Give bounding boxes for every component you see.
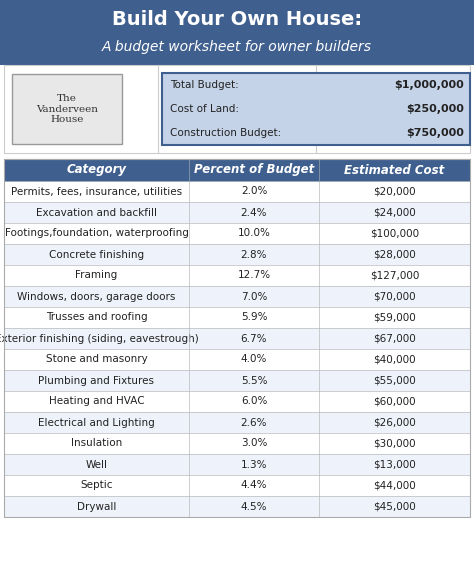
Bar <box>4 307 470 328</box>
Bar <box>12 74 122 144</box>
Text: Plumbing and Fixtures: Plumbing and Fixtures <box>38 376 155 385</box>
Text: Build Your Own House:: Build Your Own House: <box>112 10 362 29</box>
Bar <box>4 159 470 517</box>
Bar <box>4 370 470 391</box>
Text: 5.9%: 5.9% <box>241 312 267 323</box>
Text: $28,000: $28,000 <box>373 250 416 259</box>
Text: $70,000: $70,000 <box>373 292 416 302</box>
Text: Windows, doors, garage doors: Windows, doors, garage doors <box>18 292 176 302</box>
Text: $13,000: $13,000 <box>373 459 416 470</box>
Text: Septic: Septic <box>80 480 113 490</box>
Text: Drywall: Drywall <box>77 502 116 511</box>
Text: Trusses and roofing: Trusses and roofing <box>46 312 147 323</box>
Text: Percent of Budget: Percent of Budget <box>194 163 314 176</box>
Bar <box>4 223 470 244</box>
Text: Estimated Cost: Estimated Cost <box>345 163 445 176</box>
Text: 10.0%: 10.0% <box>237 228 271 238</box>
Text: 6.0%: 6.0% <box>241 397 267 406</box>
Text: 1.3%: 1.3% <box>241 459 267 470</box>
Bar <box>4 286 470 307</box>
Text: 12.7%: 12.7% <box>237 271 271 280</box>
Text: $67,000: $67,000 <box>373 333 416 344</box>
Bar <box>162 73 470 145</box>
Text: $44,000: $44,000 <box>373 480 416 490</box>
Bar <box>4 159 470 181</box>
Bar <box>4 391 470 412</box>
Text: $55,000: $55,000 <box>373 376 416 385</box>
Text: Framing: Framing <box>75 271 118 280</box>
Text: 2.8%: 2.8% <box>241 250 267 259</box>
Bar <box>4 202 470 223</box>
Text: Excavation and backfill: Excavation and backfill <box>36 207 157 218</box>
Text: Category: Category <box>66 163 127 176</box>
Bar <box>4 65 470 153</box>
Text: $59,000: $59,000 <box>373 312 416 323</box>
Text: Electrical and Lighting: Electrical and Lighting <box>38 418 155 428</box>
Text: Well: Well <box>85 459 108 470</box>
Text: Total Budget:: Total Budget: <box>170 80 239 90</box>
Text: Permits, fees, insurance, utilities: Permits, fees, insurance, utilities <box>11 186 182 197</box>
Text: A budget worksheet for owner builders: A budget worksheet for owner builders <box>102 40 372 54</box>
Text: Insulation: Insulation <box>71 438 122 449</box>
Text: 3.0%: 3.0% <box>241 438 267 449</box>
Text: Concrete finishing: Concrete finishing <box>49 250 144 259</box>
Text: 2.0%: 2.0% <box>241 186 267 197</box>
Bar <box>4 181 470 202</box>
Text: Heating and HVAC: Heating and HVAC <box>49 397 144 406</box>
Text: $26,000: $26,000 <box>373 418 416 428</box>
Text: The
Vanderveen
House: The Vanderveen House <box>36 94 98 124</box>
Text: $45,000: $45,000 <box>373 502 416 511</box>
Text: $100,000: $100,000 <box>370 228 419 238</box>
Bar <box>4 433 470 454</box>
Text: 4.0%: 4.0% <box>241 354 267 364</box>
Text: 6.7%: 6.7% <box>241 333 267 344</box>
Text: $1,000,000: $1,000,000 <box>394 80 464 90</box>
Text: 5.5%: 5.5% <box>241 376 267 385</box>
Bar <box>4 412 470 433</box>
Text: $60,000: $60,000 <box>373 397 416 406</box>
Text: $24,000: $24,000 <box>373 207 416 218</box>
Text: Stone and masonry: Stone and masonry <box>46 354 147 364</box>
Text: $20,000: $20,000 <box>373 186 416 197</box>
Text: $40,000: $40,000 <box>373 354 416 364</box>
Text: $127,000: $127,000 <box>370 271 419 280</box>
Bar <box>4 349 470 370</box>
Bar <box>4 475 470 496</box>
Text: Footings,foundation, waterproofing: Footings,foundation, waterproofing <box>5 228 189 238</box>
Bar <box>0 0 474 65</box>
Text: $30,000: $30,000 <box>373 438 416 449</box>
Bar <box>4 265 470 286</box>
Bar <box>4 496 470 517</box>
Bar <box>4 328 470 349</box>
Text: 4.5%: 4.5% <box>241 502 267 511</box>
Text: 2.4%: 2.4% <box>241 207 267 218</box>
Text: Exterior finishing (siding, eavestrough): Exterior finishing (siding, eavestrough) <box>0 333 199 344</box>
Text: Cost of Land:: Cost of Land: <box>170 104 239 114</box>
Bar <box>4 244 470 265</box>
Text: $750,000: $750,000 <box>406 128 464 138</box>
Text: $250,000: $250,000 <box>406 104 464 114</box>
Text: 7.0%: 7.0% <box>241 292 267 302</box>
Text: 4.4%: 4.4% <box>241 480 267 490</box>
Text: Construction Budget:: Construction Budget: <box>170 128 281 138</box>
Bar <box>4 454 470 475</box>
Text: 2.6%: 2.6% <box>241 418 267 428</box>
